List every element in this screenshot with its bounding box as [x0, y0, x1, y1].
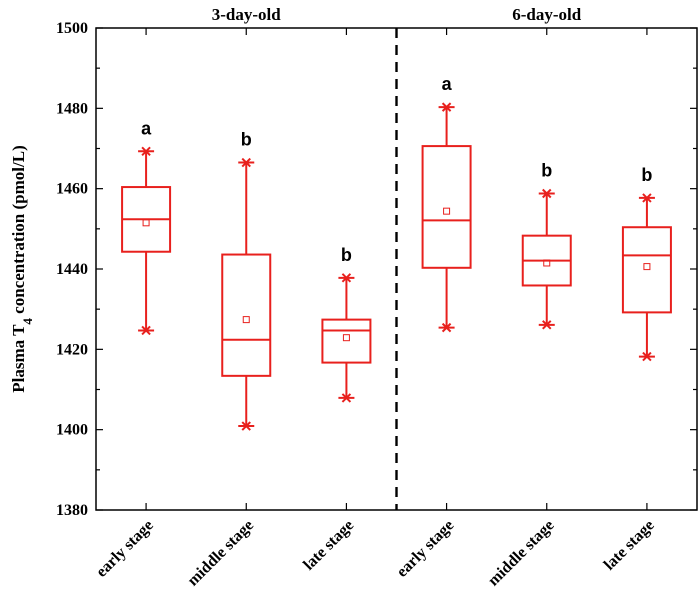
group-title-3-day-old: 3-day-old	[212, 5, 282, 24]
box-iqr	[321, 318, 372, 364]
significance-letter: a	[442, 74, 453, 94]
box-iqr	[221, 253, 272, 377]
y-tick-label: 1460	[56, 181, 88, 198]
box-iqr	[421, 145, 472, 269]
category-label: late stage	[300, 517, 357, 574]
y-tick-label: 1380	[56, 502, 88, 519]
y-tick-label: 1500	[56, 20, 88, 37]
min-marker	[441, 322, 452, 333]
mean-marker	[342, 334, 350, 342]
y-axis-title: Plasma T4 concentration (pmol/L)	[9, 145, 35, 393]
mean-marker	[142, 219, 150, 227]
category-label: early stage	[394, 517, 458, 581]
category-label: middle stage	[485, 517, 558, 590]
significance-letter: b	[541, 160, 552, 180]
mean-marker	[443, 207, 451, 215]
max-marker	[441, 102, 452, 112]
significance-letter: b	[341, 245, 352, 265]
y-tick-label: 1440	[56, 261, 88, 278]
box-iqr	[621, 226, 672, 314]
max-marker	[642, 193, 652, 203]
mean-marker	[242, 316, 250, 324]
y-tick-label: 1400	[56, 422, 88, 439]
significance-letter: a	[141, 118, 152, 138]
min-marker	[341, 393, 352, 403]
category-label: early stage	[93, 517, 157, 581]
min-marker	[542, 320, 552, 330]
y-tick-label: 1480	[56, 100, 88, 117]
y-tick-label: 1420	[56, 341, 88, 358]
max-marker	[542, 188, 552, 199]
group-title-6-day-old: 6-day-old	[512, 5, 582, 24]
significance-letter: b	[641, 165, 652, 185]
max-marker	[241, 157, 251, 168]
mean-marker	[543, 259, 551, 267]
min-marker	[241, 421, 251, 431]
category-label: late stage	[601, 517, 658, 574]
min-marker	[141, 325, 151, 336]
significance-letter: b	[241, 130, 252, 150]
mean-marker	[643, 263, 651, 271]
max-marker	[341, 273, 352, 283]
max-marker	[141, 146, 151, 157]
category-label: middle stage	[184, 517, 257, 590]
min-marker	[642, 351, 652, 362]
